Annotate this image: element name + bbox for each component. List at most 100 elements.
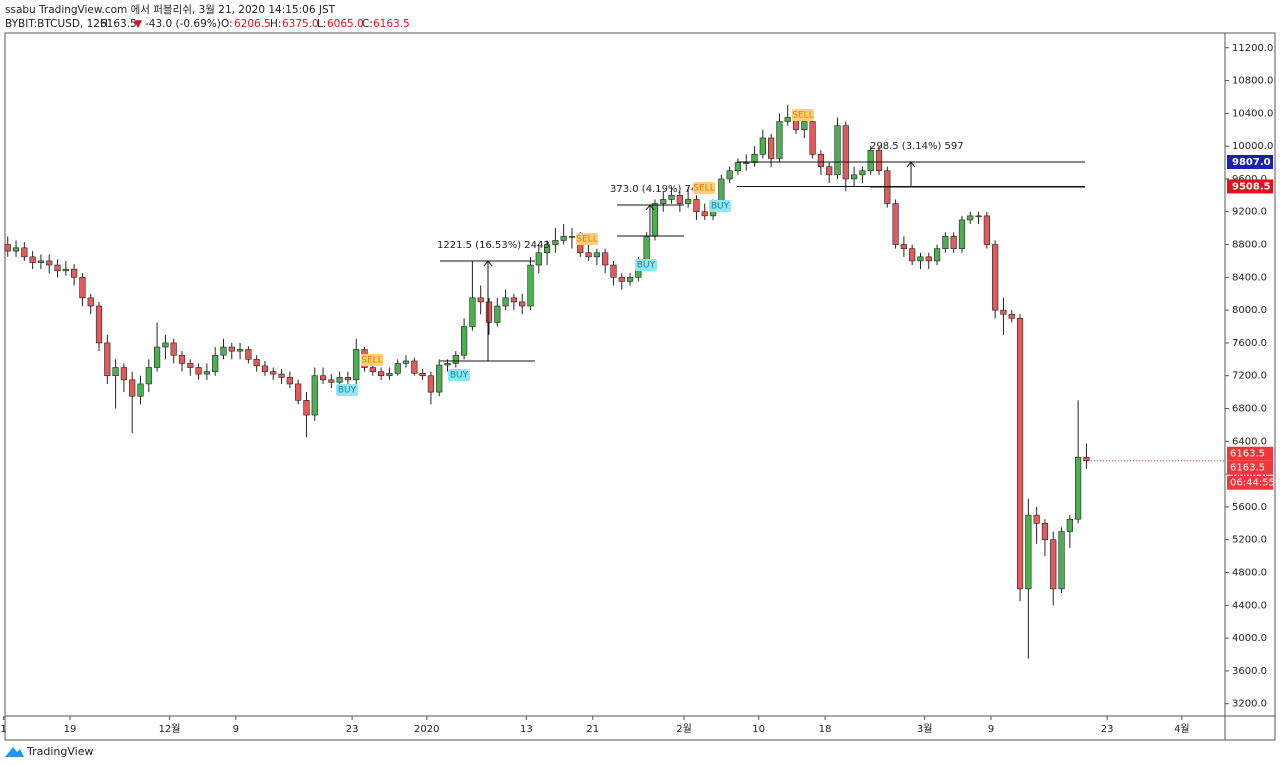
y-tick-label: 5600.0 <box>1232 502 1267 513</box>
candle-body <box>734 162 742 172</box>
candle-body <box>718 178 725 204</box>
candle-body <box>585 252 592 258</box>
signal-box <box>576 233 598 245</box>
candle-body <box>701 211 708 217</box>
candle-body <box>328 379 335 383</box>
y-tick-label: 8000.0 <box>1232 305 1267 316</box>
y-tick-label: 10400.0 <box>1232 108 1273 119</box>
brand: TradingView <box>26 745 93 758</box>
candle-body <box>319 375 327 381</box>
candle-body <box>436 364 443 393</box>
signal-box <box>361 354 383 366</box>
candle-body <box>1050 539 1057 590</box>
candle-body <box>427 375 435 393</box>
x-tick-label: 13 <box>520 724 533 735</box>
candle-body <box>925 256 932 262</box>
candle-body <box>353 349 360 381</box>
candle-body <box>975 215 982 218</box>
candle-body <box>95 305 103 344</box>
candle-body <box>643 236 650 262</box>
candle-body <box>62 268 69 272</box>
x-tick-label: 18 <box>819 724 832 735</box>
candle-body <box>618 277 625 282</box>
candle-body <box>527 264 534 307</box>
candle-body <box>228 346 235 352</box>
candle-body <box>120 367 128 381</box>
x-tick-label: 2월 <box>676 723 692 735</box>
x-tick-label: 1 <box>0 724 6 735</box>
candle-body <box>859 170 866 176</box>
candle-body <box>494 305 501 323</box>
candle-body <box>958 219 966 249</box>
publish-info: ssabu TradingView.com 에서 퍼블리쉬, 3월 21, 20… <box>5 4 336 16</box>
x-tick-label: 2020 <box>414 724 439 735</box>
candle-body <box>394 363 401 374</box>
candle-body <box>452 354 459 364</box>
signal-label: SELL <box>576 235 597 245</box>
candle-body <box>660 199 667 204</box>
candle-body <box>610 264 617 278</box>
l-label: L: <box>317 18 326 30</box>
price-label-box <box>1227 154 1273 169</box>
candle-body <box>411 360 418 374</box>
signal-label: BUY <box>338 386 357 396</box>
candle-body <box>46 260 53 266</box>
candle-body <box>668 195 675 200</box>
c-label: C: <box>362 18 373 30</box>
candle-body <box>1041 523 1049 541</box>
c-value: 6163.5 <box>373 18 410 30</box>
candle-body <box>444 363 451 366</box>
candle-body <box>676 195 683 204</box>
y-tick-label: 4400.0 <box>1232 600 1267 611</box>
candle-body <box>519 301 526 307</box>
candle-body <box>535 252 542 266</box>
candle-body <box>162 342 169 348</box>
candle-body <box>178 354 186 364</box>
candle-body <box>1016 318 1024 590</box>
candle-body <box>236 349 244 352</box>
x-tick-label: 12월 <box>159 723 181 735</box>
symbol-line: BYBIT:BTCUSD, 12H 6163.5 ▼ -43.0 (-0.69%… <box>5 18 410 30</box>
candle-body <box>253 359 260 367</box>
candle-body <box>245 349 252 360</box>
signal-box <box>792 109 814 121</box>
candle-body <box>220 346 227 356</box>
x-tick-label: 3월 <box>917 723 933 735</box>
signal-label: BUY <box>450 371 469 381</box>
candle-body <box>967 215 974 221</box>
signal-box <box>448 369 470 381</box>
price-label: 06:44:55 <box>1230 478 1275 489</box>
candle-body <box>145 367 152 385</box>
price-label-box <box>1227 446 1273 461</box>
candle-body <box>477 297 484 303</box>
candle-body <box>311 375 318 416</box>
candle-body <box>983 215 990 245</box>
candle-body <box>187 363 194 368</box>
signal-box <box>709 200 731 212</box>
x-tick-label: 9 <box>988 724 994 735</box>
logo-icon <box>5 747 24 757</box>
candle-body <box>543 244 551 254</box>
candle-body <box>402 360 410 364</box>
candle-body <box>195 367 202 375</box>
price-label: 9807.0 <box>1232 157 1271 168</box>
candle-body <box>875 149 883 172</box>
last: 6163.5 <box>100 18 137 30</box>
candle-body <box>502 297 509 307</box>
y-tick-label: 11200.0 <box>1232 43 1273 54</box>
candle-body <box>1075 456 1082 520</box>
candle-body <box>37 260 45 263</box>
candle-body <box>892 203 899 245</box>
price-label: 9508.5 <box>1232 181 1271 192</box>
measure-label: 298.5 (3.14%) 597 <box>870 141 964 152</box>
y-tick-label: 7600.0 <box>1232 338 1267 349</box>
candle-body <box>568 236 576 238</box>
x-tick-label: 23 <box>1101 724 1114 735</box>
signal-label: BUY <box>711 202 730 212</box>
candle-body <box>336 377 343 383</box>
candle-body <box>419 372 426 377</box>
candle-body <box>369 367 376 372</box>
candle-body <box>1058 531 1065 590</box>
